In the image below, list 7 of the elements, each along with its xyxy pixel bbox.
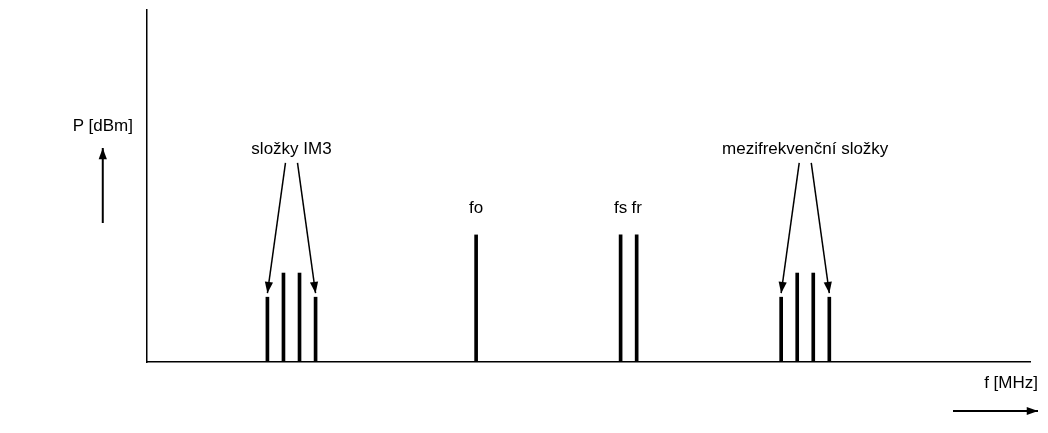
- x-axis-title: f [MHz]: [984, 373, 1038, 393]
- x-tick-label: fr: [631, 198, 643, 218]
- x-tick-label: fo: [469, 198, 484, 218]
- text: složky IM3: [251, 139, 332, 159]
- y-axis-title: P [dBm]: [72, 116, 133, 136]
- text: mezifrekvenční složky: [722, 139, 889, 159]
- x-tick-label: fs: [613, 198, 628, 218]
